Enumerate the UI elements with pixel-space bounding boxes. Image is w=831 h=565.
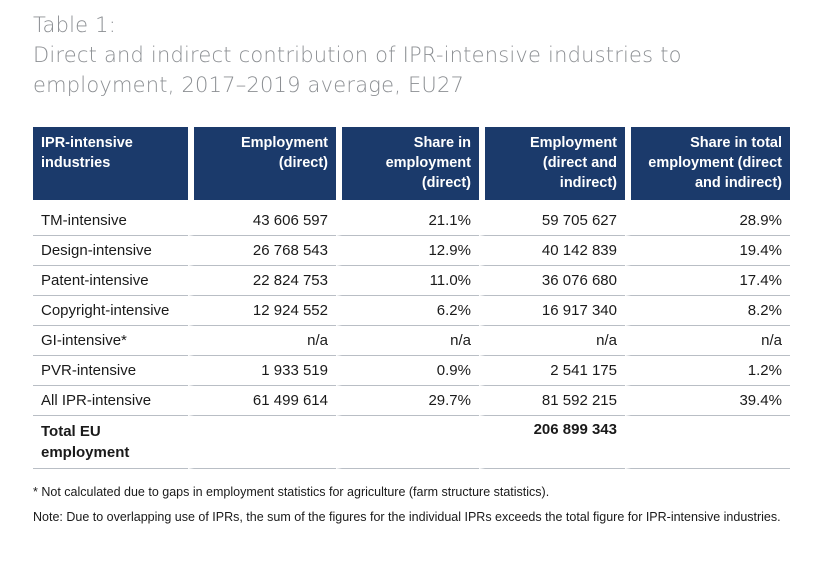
employment-total-cell: 81 592 215 — [479, 386, 625, 416]
asterisk-footnote: * Not calculated due to gaps in employme… — [33, 485, 550, 499]
note-footnote: Note: Due to overlapping use of IPRs, th… — [33, 510, 781, 524]
employment-total-cell: n/a — [479, 326, 625, 356]
header-ipr-industries: IPR-intensive industries — [33, 127, 188, 206]
share-direct-cell: 29.7% — [336, 386, 479, 416]
header-share-total: Share in total employment (direct and in… — [625, 127, 790, 206]
table-header-row: IPR-intensive industries Employment (dir… — [33, 127, 790, 206]
share-total-cell: 19.4% — [625, 236, 790, 266]
industry-cell: Copyright-intensive — [33, 296, 188, 326]
industry-cell: All IPR-intensive — [33, 386, 188, 416]
share-total-cell: 28.9% — [625, 206, 790, 236]
ipr-employment-table: IPR-intensive industries Employment (dir… — [33, 127, 790, 469]
employment-direct-cell: 61 499 614 — [188, 386, 336, 416]
employment-direct-cell: 12 924 552 — [188, 296, 336, 326]
table-title-line-2: employment, 2017–2019 average, EU27 — [33, 73, 465, 97]
table-row: GI-intensive* n/a n/a n/a n/a — [33, 326, 790, 356]
employment-total-cell: 59 705 627 — [479, 206, 625, 236]
header-employment-direct: Employment (direct) — [188, 127, 336, 206]
share-total-cell: 17.4% — [625, 266, 790, 296]
total-label-cell: Total EU employment — [33, 416, 188, 469]
footnotes: * Not calculated due to gaps in employme… — [33, 484, 793, 534]
share-direct-cell: 12.9% — [336, 236, 479, 266]
total-row: Total EU employment 206 899 343 — [33, 416, 790, 469]
table-row: PVR-intensive 1 933 519 0.9% 2 541 175 1… — [33, 356, 790, 386]
employment-total-cell: 40 142 839 — [479, 236, 625, 266]
total-direct-cell — [188, 416, 336, 469]
employment-direct-cell: 22 824 753 — [188, 266, 336, 296]
share-direct-cell: n/a — [336, 326, 479, 356]
share-direct-cell: 6.2% — [336, 296, 479, 326]
table-title-number: Table 1: — [33, 13, 117, 37]
share-direct-cell: 11.0% — [336, 266, 479, 296]
table-row: TM-intensive 43 606 597 21.1% 59 705 627… — [33, 206, 790, 236]
table-title: Table 1: Direct and indirect contributio… — [33, 10, 682, 100]
industry-cell: GI-intensive* — [33, 326, 188, 356]
total-employment-cell: 206 899 343 — [479, 416, 625, 469]
industry-cell: Design-intensive — [33, 236, 188, 266]
employment-direct-cell: 1 933 519 — [188, 356, 336, 386]
table-row: Copyright-intensive 12 924 552 6.2% 16 9… — [33, 296, 790, 326]
table-row: All IPR-intensive 61 499 614 29.7% 81 59… — [33, 386, 790, 416]
share-total-cell: 39.4% — [625, 386, 790, 416]
employment-direct-cell: n/a — [188, 326, 336, 356]
header-share-direct: Share in employment (direct) — [336, 127, 479, 206]
header-employment-total: Employment (direct and indirect) — [479, 127, 625, 206]
share-total-cell: 1.2% — [625, 356, 790, 386]
industry-cell: TM-intensive — [33, 206, 188, 236]
share-total-cell: 8.2% — [625, 296, 790, 326]
employment-total-cell: 36 076 680 — [479, 266, 625, 296]
industry-cell: PVR-intensive — [33, 356, 188, 386]
table-row: Patent-intensive 22 824 753 11.0% 36 076… — [33, 266, 790, 296]
total-share-direct-cell — [336, 416, 479, 469]
share-total-cell: n/a — [625, 326, 790, 356]
employment-total-cell: 2 541 175 — [479, 356, 625, 386]
employment-total-cell: 16 917 340 — [479, 296, 625, 326]
total-share-cell — [625, 416, 790, 469]
table-title-line-1: Direct and indirect contribution of IPR-… — [33, 43, 682, 67]
employment-direct-cell: 43 606 597 — [188, 206, 336, 236]
share-direct-cell: 21.1% — [336, 206, 479, 236]
employment-direct-cell: 26 768 543 — [188, 236, 336, 266]
industry-cell: Patent-intensive — [33, 266, 188, 296]
table-row: Design-intensive 26 768 543 12.9% 40 142… — [33, 236, 790, 266]
share-direct-cell: 0.9% — [336, 356, 479, 386]
